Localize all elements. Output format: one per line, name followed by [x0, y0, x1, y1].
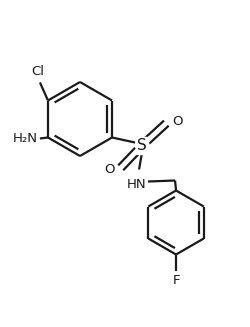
- Text: H₂N: H₂N: [13, 132, 38, 145]
- Text: O: O: [104, 163, 115, 176]
- Text: O: O: [172, 115, 182, 128]
- Text: Cl: Cl: [32, 65, 44, 78]
- Text: F: F: [172, 273, 180, 286]
- Text: HN: HN: [127, 178, 147, 191]
- Text: S: S: [137, 138, 147, 153]
